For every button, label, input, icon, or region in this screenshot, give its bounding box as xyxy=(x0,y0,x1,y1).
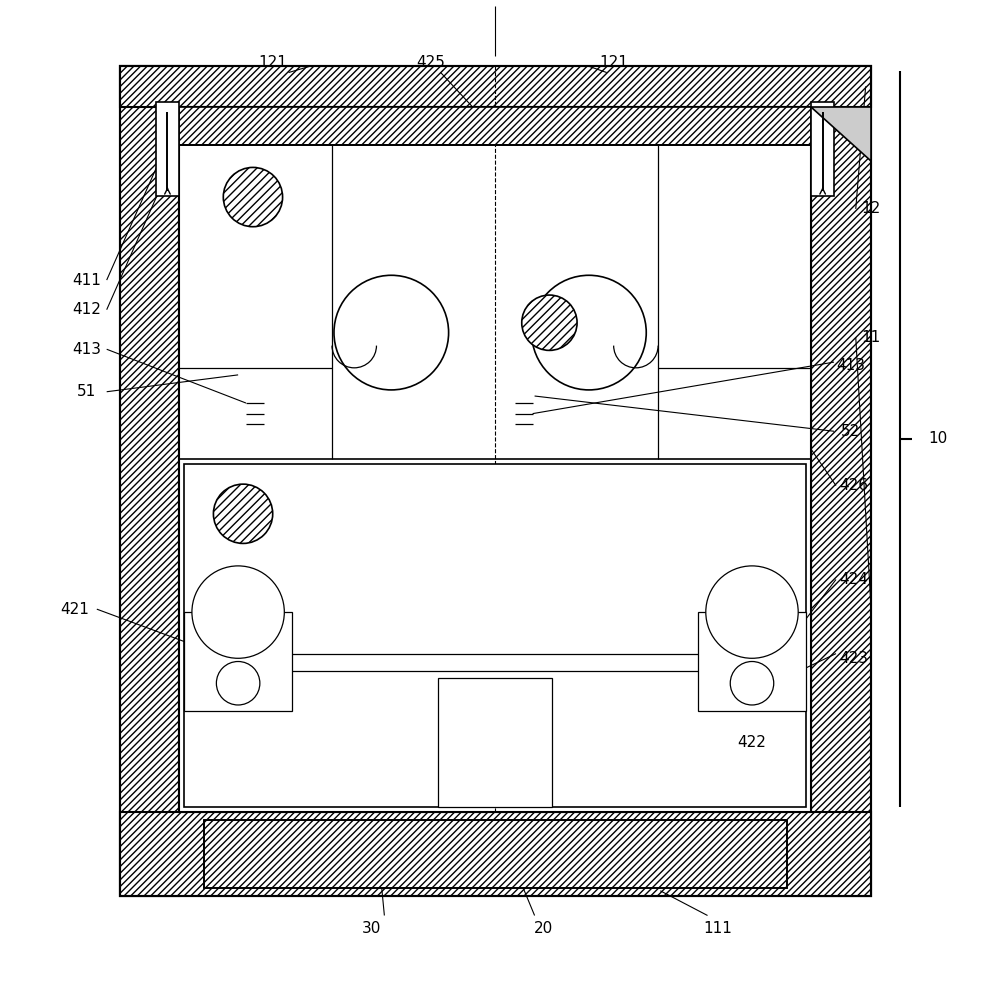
Bar xyxy=(811,65,871,896)
Bar xyxy=(438,678,552,807)
Bar xyxy=(811,102,834,196)
Bar xyxy=(184,612,292,711)
Text: 10: 10 xyxy=(928,431,947,446)
Circle shape xyxy=(216,662,260,705)
Circle shape xyxy=(730,662,774,705)
Bar xyxy=(120,65,871,896)
Text: 30: 30 xyxy=(362,921,381,936)
Text: 121: 121 xyxy=(258,55,287,70)
Bar xyxy=(698,612,806,711)
Bar xyxy=(179,107,811,812)
Circle shape xyxy=(223,167,283,227)
Bar xyxy=(179,107,811,145)
Circle shape xyxy=(706,566,798,658)
Text: 413: 413 xyxy=(72,342,101,357)
Bar xyxy=(204,820,787,888)
Text: 111: 111 xyxy=(703,921,732,936)
Text: 52: 52 xyxy=(841,424,860,439)
Text: 413: 413 xyxy=(836,358,865,373)
Bar xyxy=(120,65,179,896)
Bar xyxy=(120,65,871,107)
Text: 421: 421 xyxy=(61,602,90,616)
Circle shape xyxy=(522,295,577,351)
Text: 20: 20 xyxy=(534,921,553,936)
Text: 425: 425 xyxy=(416,55,445,70)
Text: 11: 11 xyxy=(861,330,880,345)
Bar xyxy=(204,820,787,888)
Text: 422: 422 xyxy=(738,735,766,750)
Text: 424: 424 xyxy=(839,572,868,587)
Text: 411: 411 xyxy=(72,273,101,287)
Text: 412: 412 xyxy=(72,302,101,317)
Text: 423: 423 xyxy=(839,651,868,666)
Text: 51: 51 xyxy=(77,385,97,399)
Text: 426: 426 xyxy=(839,478,868,494)
Bar xyxy=(156,102,179,196)
Bar xyxy=(120,812,871,896)
Circle shape xyxy=(532,275,646,389)
Text: 121: 121 xyxy=(599,55,628,70)
Circle shape xyxy=(334,275,449,389)
Circle shape xyxy=(192,566,284,658)
Polygon shape xyxy=(811,107,871,162)
Text: 12: 12 xyxy=(861,201,880,216)
Circle shape xyxy=(213,485,273,543)
Bar xyxy=(184,465,806,807)
